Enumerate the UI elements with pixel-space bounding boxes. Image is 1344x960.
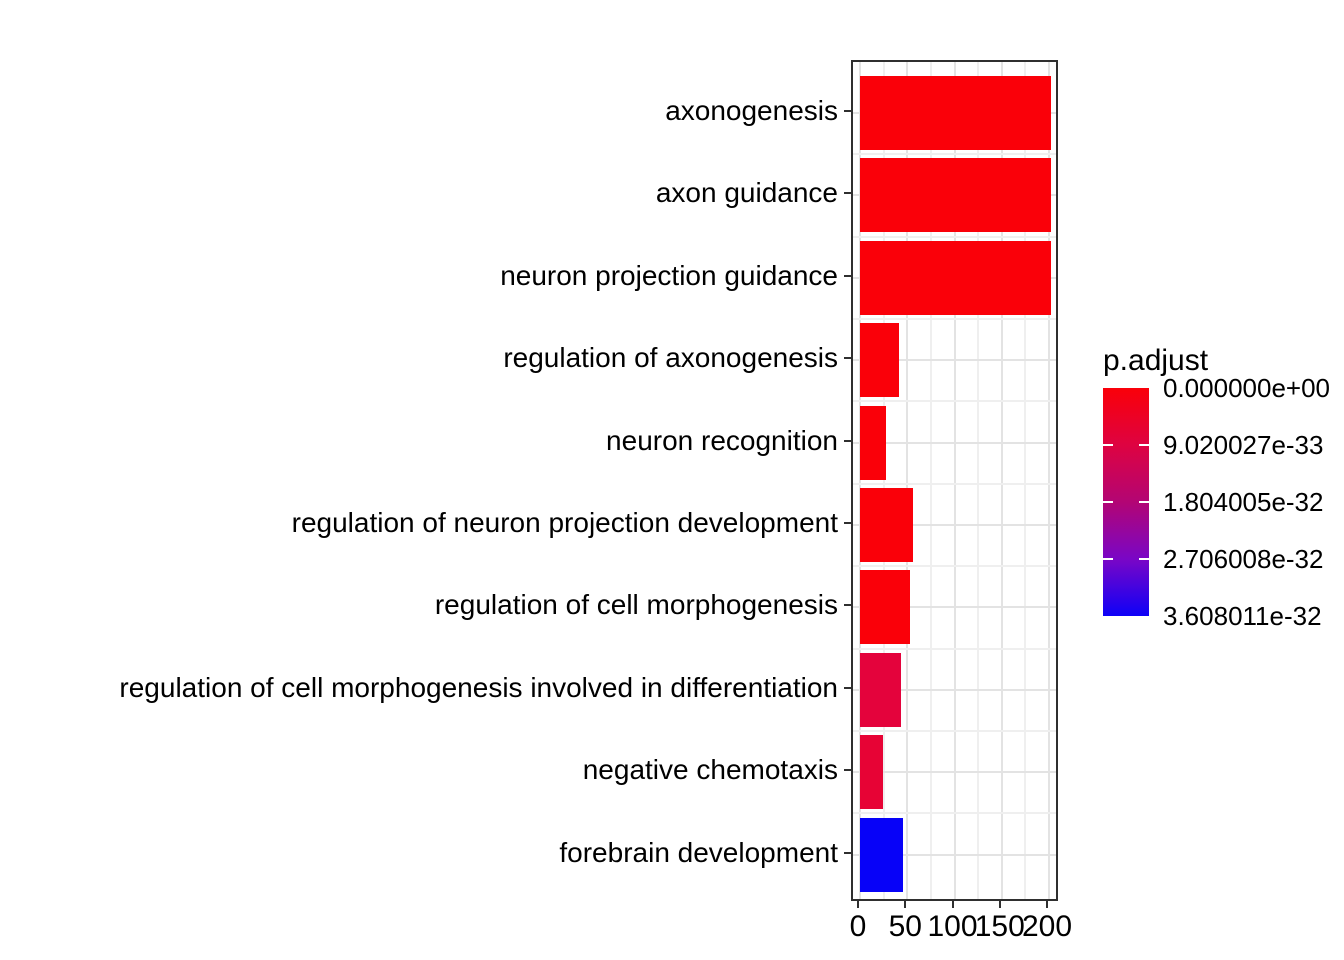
- x-axis-tick: [998, 901, 1001, 908]
- category-label: neuron projection guidance: [500, 259, 838, 291]
- gridline-horizontal-minor: [853, 318, 1056, 320]
- legend-tick-label: 1.804005e-32: [1163, 487, 1324, 517]
- legend-colorbar-tick: [1139, 444, 1149, 446]
- gridline-vertical-minor: [1024, 62, 1027, 899]
- x-axis-tick-label: 200: [1021, 910, 1073, 943]
- category-label: neuron recognition: [606, 424, 838, 456]
- legend-colorbar-tick: [1103, 558, 1113, 560]
- gridline-horizontal-minor: [853, 482, 1056, 485]
- gridline-vertical-minor: [929, 62, 932, 899]
- gridline-horizontal-minor: [853, 730, 1056, 732]
- bar-axon-guidance: [860, 158, 1051, 233]
- x-axis-tick: [1046, 901, 1048, 908]
- category-label: forebrain development: [559, 836, 838, 868]
- y-axis-tick: [844, 110, 851, 112]
- gridline-horizontal-major: [853, 524, 1056, 526]
- bar-negative-chemotaxis: [860, 735, 883, 810]
- legend-colorbar: [1103, 388, 1149, 616]
- gridline-horizontal-major: [853, 359, 1056, 362]
- gridline-horizontal-minor: [853, 812, 1056, 815]
- y-axis-tick: [844, 769, 851, 772]
- x-axis-tick: [904, 901, 907, 908]
- y-axis-tick: [844, 686, 851, 689]
- bar-neuron-recognition: [860, 405, 886, 480]
- y-axis-tick: [844, 439, 851, 442]
- gridline-horizontal-major: [853, 688, 1056, 691]
- gridline-horizontal-major: [853, 853, 1056, 856]
- category-label: regulation of axonogenesis: [503, 342, 838, 374]
- category-label: axon guidance: [655, 177, 838, 209]
- gridline-horizontal-major: [853, 441, 1056, 444]
- legend-tick-label: 9.020027e-33: [1163, 430, 1324, 460]
- category-label: axonogenesis: [665, 95, 838, 126]
- x-axis-tick: [857, 901, 859, 908]
- bar-neuron-projection-guidance: [860, 240, 1051, 315]
- legend-colorbar-tick: [1139, 558, 1149, 560]
- gridline-horizontal-major: [853, 606, 1056, 609]
- bar-regulation-of-cell-morphogenesis: [860, 570, 911, 645]
- gridline-horizontal-minor: [853, 235, 1056, 238]
- bar-axonogenesis: [860, 76, 1051, 150]
- x-axis-tick: [951, 901, 954, 908]
- category-label: regulation of neuron projection developm…: [291, 507, 838, 538]
- y-axis-tick: [844, 274, 851, 277]
- legend-colorbar-tick: [1139, 501, 1149, 503]
- gridline-horizontal-minor: [853, 400, 1056, 403]
- legend-tick-label: 3.608011e-32: [1163, 601, 1322, 631]
- y-axis-tick: [844, 192, 851, 195]
- category-label: regulation of cell morphogenesis involve…: [119, 671, 838, 703]
- plot-panel: [851, 60, 1058, 901]
- gridline-vertical-major: [1048, 62, 1050, 899]
- x-axis-tick-label: 0: [849, 910, 867, 943]
- gridline-vertical-minor: [977, 62, 980, 899]
- x-axis-tick-label: 50: [888, 910, 922, 943]
- y-axis-tick: [844, 851, 851, 854]
- gridline-horizontal-major: [853, 771, 1056, 774]
- gridline-vertical-major: [1000, 62, 1003, 899]
- category-label: regulation of cell morphogenesis: [434, 589, 838, 621]
- x-axis-tick-label: 150: [974, 910, 1025, 943]
- legend: p.adjust 0.000000e+00 9.020027e-33 1.80400…: [1101, 344, 1344, 644]
- gridline-vertical-minor: [882, 62, 885, 899]
- category-label: negative chemotaxis: [582, 754, 838, 786]
- y-axis-tick: [844, 604, 851, 607]
- gridline-horizontal-minor: [853, 153, 1056, 156]
- y-axis-tick: [844, 357, 851, 360]
- bar-regulation-of-cell-morphogenesis-involved-in-differentiation: [860, 652, 901, 727]
- legend-colorbar-tick: [1103, 444, 1113, 446]
- bar-forebrain-development: [860, 817, 904, 892]
- bar-regulation-of-neuron-projection-development: [860, 488, 913, 562]
- bar-regulation-of-axonogenesis: [860, 323, 899, 398]
- gridline-vertical-major: [953, 62, 956, 899]
- legend-tick-label: 2.706008e-32: [1163, 544, 1324, 574]
- legend-title: p.adjust: [1103, 344, 1209, 377]
- legend-colorbar-tick: [1103, 501, 1113, 503]
- gridline-vertical-major: [859, 62, 861, 899]
- x-axis-tick-label: 100: [927, 910, 978, 943]
- gridline-horizontal-minor: [853, 565, 1056, 568]
- gridline-vertical-major: [906, 62, 909, 899]
- legend-tick-label: 0.000000e+00: [1163, 373, 1331, 403]
- y-axis-tick: [844, 522, 851, 524]
- gridline-horizontal-minor: [853, 647, 1056, 650]
